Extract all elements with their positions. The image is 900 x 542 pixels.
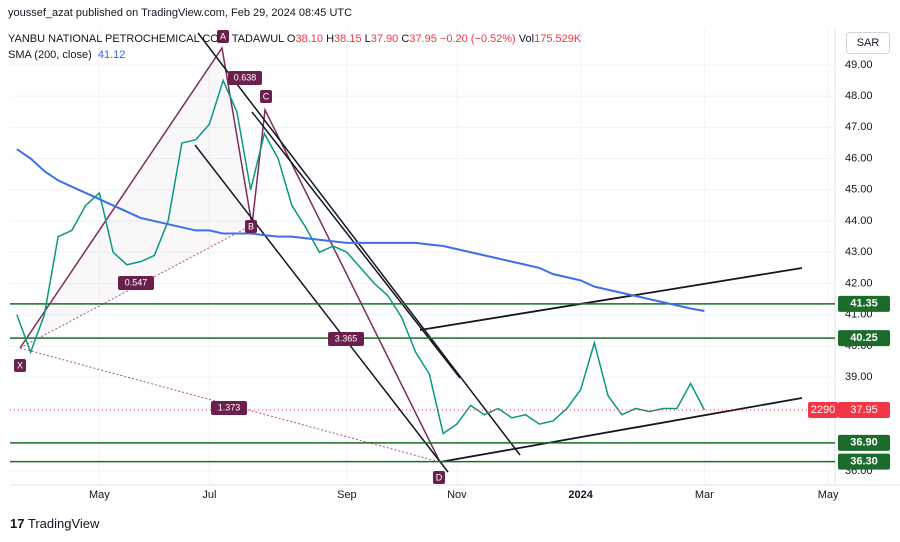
level-label: 41.35 bbox=[850, 298, 878, 310]
change: −0.20 (−0.52%) bbox=[439, 33, 516, 45]
point-label: X bbox=[17, 360, 23, 370]
y-tick-label: 45.00 bbox=[845, 184, 873, 196]
pattern-labels: X A B C D 0.638 0.547 3.365 1.373 bbox=[14, 30, 445, 484]
symbol-name: YANBU NATIONAL PETROCHEMICAL CO. bbox=[8, 33, 222, 45]
series-line bbox=[16, 78, 706, 435]
trend-line bbox=[419, 267, 803, 331]
currency-button[interactable]: SAR bbox=[846, 32, 890, 54]
volume-key: Vol bbox=[518, 33, 535, 45]
level-label: 40.25 bbox=[850, 332, 878, 344]
sma-value: 41.12 bbox=[97, 49, 126, 61]
point-label: B bbox=[248, 221, 254, 231]
last-price-badge bbox=[838, 402, 890, 419]
ratio-badge bbox=[211, 401, 247, 415]
exchange: TADAWUL bbox=[231, 33, 284, 45]
ratio-badge bbox=[328, 332, 364, 346]
x-tick-label: May bbox=[818, 489, 839, 501]
logo-text: TradingView bbox=[27, 516, 100, 531]
x-tick-label: 2024 bbox=[568, 489, 593, 501]
trend-line bbox=[194, 144, 449, 473]
x-tick-label: Jul bbox=[202, 489, 216, 501]
trend-line bbox=[251, 111, 461, 379]
y-tick-label: 39.00 bbox=[845, 371, 873, 383]
point-badge bbox=[245, 220, 257, 233]
volume: 175.529K bbox=[534, 33, 582, 45]
point-badge bbox=[217, 30, 229, 43]
ohlc-key: L bbox=[364, 33, 371, 45]
ratio-label: 1.373 bbox=[218, 402, 241, 412]
ratio-label: 3.365 bbox=[335, 333, 358, 343]
publisher: youssef_azat published on TradingView.co… bbox=[8, 7, 353, 19]
ohlc-key: O bbox=[286, 33, 296, 45]
ratio-label: 0.547 bbox=[125, 277, 148, 287]
levels bbox=[10, 303, 835, 463]
y-tick-label: 42.00 bbox=[845, 277, 873, 289]
countdown-badge bbox=[808, 402, 838, 419]
point-badge bbox=[260, 90, 272, 103]
logo: 17 TradingView bbox=[10, 516, 99, 531]
x-tick-label: Sep bbox=[337, 489, 357, 501]
ohlc-value: 38.10 bbox=[295, 33, 324, 45]
ratio-badge bbox=[118, 276, 154, 290]
y-tick-label: 44.00 bbox=[845, 215, 873, 227]
point-badge bbox=[433, 471, 445, 484]
y-tick-label: 48.00 bbox=[845, 90, 873, 102]
plot bbox=[10, 78, 835, 435]
logo-mark: 17 bbox=[10, 516, 25, 531]
level-label: 36.30 bbox=[850, 455, 878, 467]
ohlc-value: 37.95 bbox=[409, 33, 437, 45]
y-tick-label: 43.00 bbox=[845, 246, 873, 258]
x-tick-label: May bbox=[89, 489, 110, 501]
ratio-label: 0.638 bbox=[234, 72, 257, 82]
level-label: 36.90 bbox=[850, 437, 878, 449]
ratio-badge bbox=[228, 71, 262, 85]
point-badge bbox=[14, 359, 26, 372]
level-badge bbox=[838, 453, 890, 470]
point-label: C bbox=[263, 91, 270, 101]
ohlc-value: 38.15 bbox=[334, 33, 362, 45]
symbol-legend: YANBU NATIONAL PETROCHEMICAL CO. · TADAW… bbox=[8, 33, 582, 45]
y-tick-label: 47.00 bbox=[845, 121, 873, 133]
trend-line bbox=[197, 32, 521, 456]
level-badge bbox=[838, 295, 890, 312]
countdown: 2290 bbox=[811, 404, 835, 416]
point-label: A bbox=[220, 31, 226, 41]
x-tick-label: Mar bbox=[695, 489, 714, 501]
ohlc-key: C bbox=[401, 33, 410, 45]
sma-name: SMA (200, close) bbox=[8, 49, 92, 61]
level-badge bbox=[838, 434, 890, 451]
ohlc-value: 37.90 bbox=[370, 33, 399, 45]
pattern-fill bbox=[20, 48, 252, 348]
y-tick-label: 49.00 bbox=[845, 59, 873, 71]
sma-legend: SMA (200, close) 41.12 bbox=[8, 49, 125, 61]
y-tick-label: 46.00 bbox=[845, 152, 873, 164]
last-price-label: 37.95 bbox=[850, 404, 878, 416]
x-tick-label: Nov bbox=[447, 489, 467, 501]
level-badge bbox=[838, 330, 890, 347]
point-label: D bbox=[436, 472, 443, 482]
drawings bbox=[19, 32, 803, 473]
ohlc-key: H bbox=[326, 33, 335, 45]
trend-line bbox=[439, 397, 803, 463]
series-line bbox=[16, 148, 705, 312]
ohlc: O38.10 H38.15 L37.90 C37.95 bbox=[287, 33, 440, 45]
